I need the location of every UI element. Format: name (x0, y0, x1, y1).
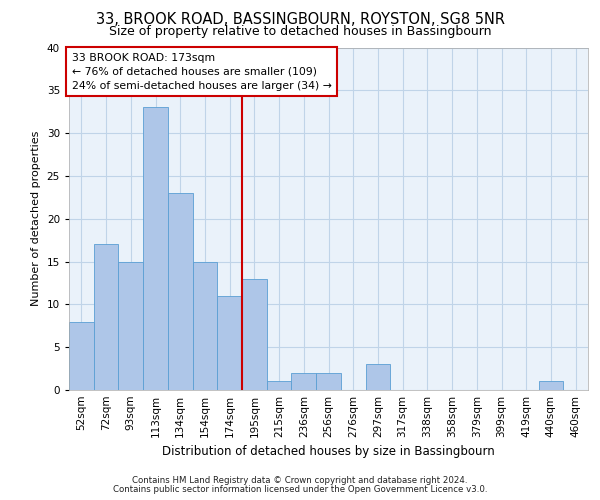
Bar (539, 382, 563, 390)
Bar (94, 244, 118, 390)
Bar (365, 364, 390, 390)
X-axis label: Distribution of detached houses by size in Bassingbourn: Distribution of detached houses by size … (162, 446, 495, 458)
Bar (316, 373, 341, 390)
Bar (168, 193, 193, 390)
Bar (143, 108, 168, 390)
Text: Contains HM Land Registry data © Crown copyright and database right 2024.: Contains HM Land Registry data © Crown c… (132, 476, 468, 485)
Bar (267, 382, 292, 390)
Text: Contains public sector information licensed under the Open Government Licence v3: Contains public sector information licen… (113, 484, 487, 494)
Bar (242, 278, 267, 390)
Bar (118, 262, 143, 390)
Bar (217, 296, 242, 390)
Y-axis label: Number of detached properties: Number of detached properties (31, 131, 41, 306)
Text: 33, BROOK ROAD, BASSINGBOURN, ROYSTON, SG8 5NR: 33, BROOK ROAD, BASSINGBOURN, ROYSTON, S… (95, 12, 505, 28)
Text: Size of property relative to detached houses in Bassingbourn: Size of property relative to detached ho… (109, 25, 491, 38)
Bar (69, 322, 94, 390)
Bar (292, 373, 316, 390)
Text: 33 BROOK ROAD: 173sqm
← 76% of detached houses are smaller (109)
24% of semi-det: 33 BROOK ROAD: 173sqm ← 76% of detached … (71, 52, 331, 90)
Bar (193, 262, 217, 390)
